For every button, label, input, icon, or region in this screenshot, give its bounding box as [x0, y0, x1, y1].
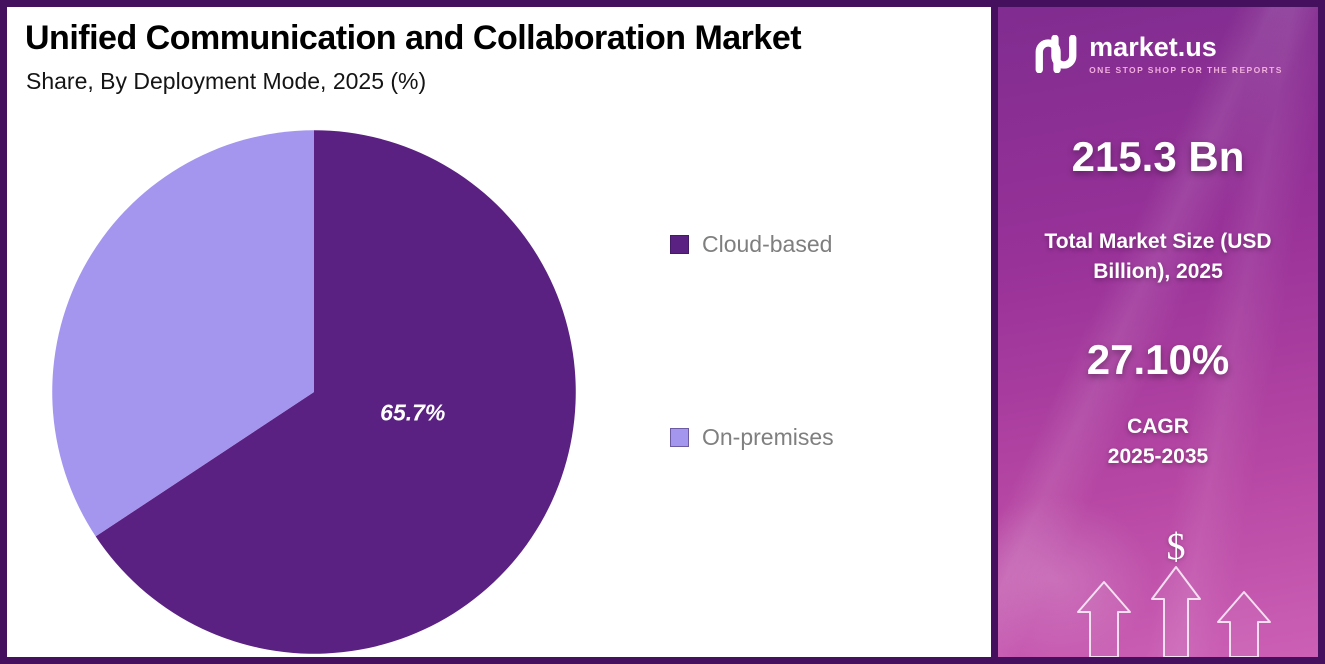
- brand-name: market.us: [1089, 32, 1217, 62]
- chart-legend: Cloud-based On-premises: [670, 231, 834, 451]
- brand-text: market.us ONE STOP SHOP FOR THE REPORTS: [1089, 32, 1283, 76]
- legend-swatch-cloud-based: [670, 235, 689, 254]
- dollar-icon: $: [1166, 526, 1186, 568]
- brand-tagline: ONE STOP SHOP FOR THE REPORTS: [1089, 65, 1283, 76]
- pie-chart: 65.7%: [47, 125, 581, 657]
- arrow-up-center-icon: [1151, 566, 1201, 657]
- market-us-logo-icon: [1035, 35, 1077, 74]
- legend-swatch-on-premises: [670, 428, 689, 447]
- cagr-label-line2: 2025-2035: [1107, 444, 1209, 468]
- pie-slice-data-label: 65.7%: [380, 399, 446, 426]
- arrow-up-left-icon: [1077, 581, 1131, 657]
- chart-area: Unified Communication and Collaboration …: [7, 7, 991, 657]
- brand-stats-panel: market.us ONE STOP SHOP FOR THE REPORTS …: [991, 7, 1318, 657]
- panel-decoration: $: [998, 507, 1318, 657]
- page-subtitle: Share, By Deployment Mode, 2025 (%): [26, 68, 427, 94]
- legend-label-cloud-based: Cloud-based: [702, 231, 833, 257]
- upward-arrows-icon: [1077, 566, 1271, 657]
- brand-logo: market.us ONE STOP SHOP FOR THE REPORTS: [1033, 33, 1283, 75]
- cagr-value: 27.10%: [1086, 336, 1230, 384]
- market-size-label: Total Market Size (USD Billion), 2025: [1044, 230, 1272, 283]
- cagr-label: CAGR 2025-2035: [1108, 412, 1208, 471]
- legend-label-on-premises: On-premises: [702, 424, 834, 450]
- legend-item-cloud-based: Cloud-based: [670, 231, 834, 258]
- page-title: Unified Communication and Collaboration …: [25, 19, 802, 57]
- pie-chart-svg: [52, 130, 576, 654]
- arrow-up-right-icon: [1217, 591, 1271, 657]
- legend-item-on-premises: On-premises: [670, 424, 834, 451]
- cagr-label-line1: CAGR: [1127, 415, 1189, 439]
- market-size-value: 215.3 Bn: [1071, 133, 1245, 181]
